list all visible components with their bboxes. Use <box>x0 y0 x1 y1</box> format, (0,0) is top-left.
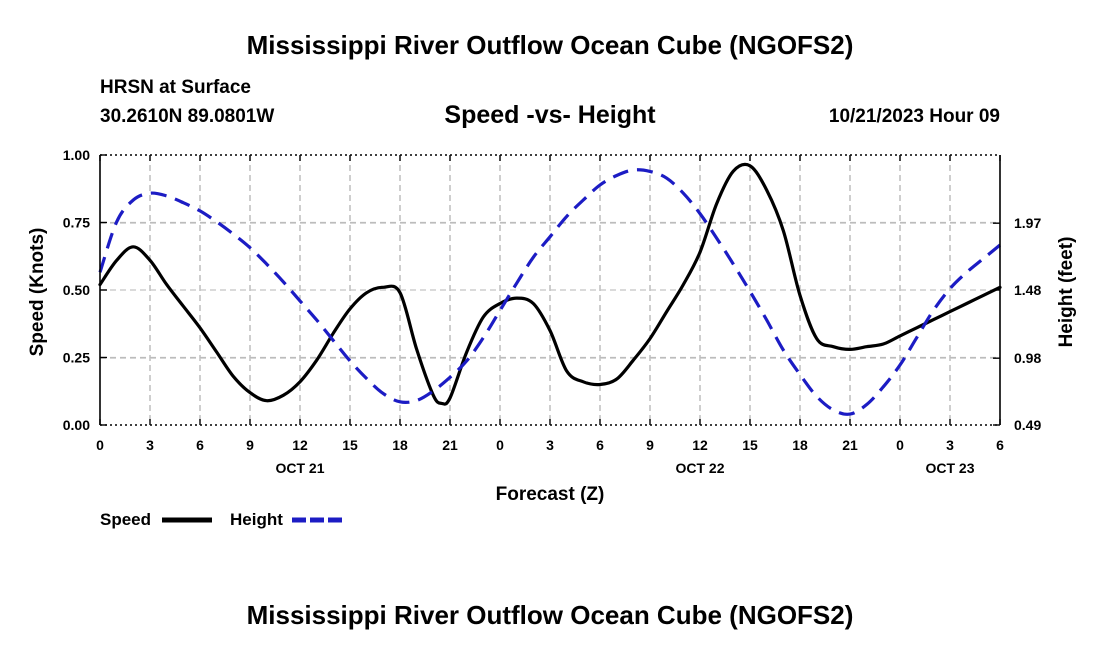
x-tick-label: 0 <box>496 437 504 453</box>
x-date-label: OCT 23 <box>925 460 974 476</box>
axes <box>99 154 1001 426</box>
y2-axis-title: Height (feet) <box>1056 237 1077 348</box>
x-tick-label: 6 <box>596 437 604 453</box>
x-tick-label: 0 <box>96 437 104 453</box>
y-tick-label: 0.50 <box>63 282 90 298</box>
y2-tick-label: 1.48 <box>1014 282 1041 298</box>
x-tick-label: 15 <box>342 437 358 453</box>
y-tick-label: 1.00 <box>63 147 90 163</box>
x-date-label: OCT 21 <box>275 460 324 476</box>
x-tick-label: 0 <box>896 437 904 453</box>
x-tick-label: 12 <box>292 437 308 453</box>
x-date-label: OCT 22 <box>675 460 724 476</box>
footer-title: Mississippi River Outflow Ocean Cube (NG… <box>246 600 854 630</box>
y2-tick-label: 0.49 <box>1014 417 1041 433</box>
y2-tick-label: 0.98 <box>1014 350 1041 366</box>
x-axis-title: Forecast (Z) <box>496 484 605 505</box>
x-tick-label: 9 <box>246 437 254 453</box>
height-series-line <box>98 168 1002 416</box>
series-layer <box>98 162 1002 416</box>
y-tick-label: 0.00 <box>63 417 90 433</box>
chart-subtitle: Speed -vs- Height <box>444 101 656 129</box>
y-axis-title: Speed (Knots) <box>27 228 48 357</box>
x-tick-label: 3 <box>946 437 954 453</box>
station-coordinates: 30.2610N 89.0801W <box>100 106 275 127</box>
x-tick-label: 3 <box>546 437 554 453</box>
x-tick-label: 15 <box>742 437 758 453</box>
station-name: HRSN at Surface <box>100 77 251 98</box>
legend-speed-label: Speed <box>100 510 151 529</box>
axis-labels: 0 3 6 9 12 15 18 21 0 3 6 9 12 15 18 21 0 3 6 OCT 21 OCT 22 O… <box>27 147 1077 505</box>
x-tick-label: 18 <box>792 437 808 453</box>
grid <box>100 155 1000 425</box>
chart-title: Mississippi River Outflow Ocean Cube (NG… <box>246 30 854 60</box>
x-tick-label: 18 <box>392 437 408 453</box>
y-tick-label: 0.75 <box>63 215 90 231</box>
x-tick-label: 3 <box>146 437 154 453</box>
x-tick-label: 21 <box>842 437 858 453</box>
x-tick-label: 21 <box>442 437 458 453</box>
legend-height-label: Height <box>230 510 283 529</box>
x-tick-label: 6 <box>196 437 204 453</box>
x-tick-label: 6 <box>996 437 1004 453</box>
y2-tick-label: 1.97 <box>1014 215 1041 231</box>
x-tick-label: 9 <box>646 437 654 453</box>
forecast-timestamp: 10/21/2023 Hour 09 <box>828 106 1000 127</box>
speed-series-line <box>98 162 1002 406</box>
y-tick-label: 0.25 <box>63 350 90 366</box>
x-tick-label: 12 <box>692 437 708 453</box>
legend: Speed Height <box>100 510 342 529</box>
